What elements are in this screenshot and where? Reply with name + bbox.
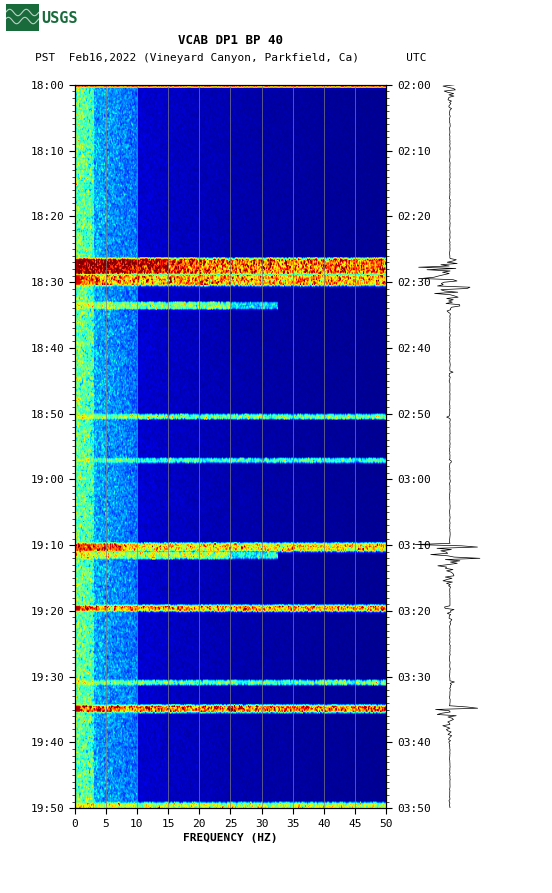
Text: PST  Feb16,2022 (Vineyard Canyon, Parkfield, Ca)       UTC: PST Feb16,2022 (Vineyard Canyon, Parkfie… — [35, 53, 426, 63]
Text: USGS: USGS — [41, 12, 78, 26]
Text: VCAB DP1 BP 40: VCAB DP1 BP 40 — [178, 34, 283, 46]
X-axis label: FREQUENCY (HZ): FREQUENCY (HZ) — [183, 833, 278, 843]
